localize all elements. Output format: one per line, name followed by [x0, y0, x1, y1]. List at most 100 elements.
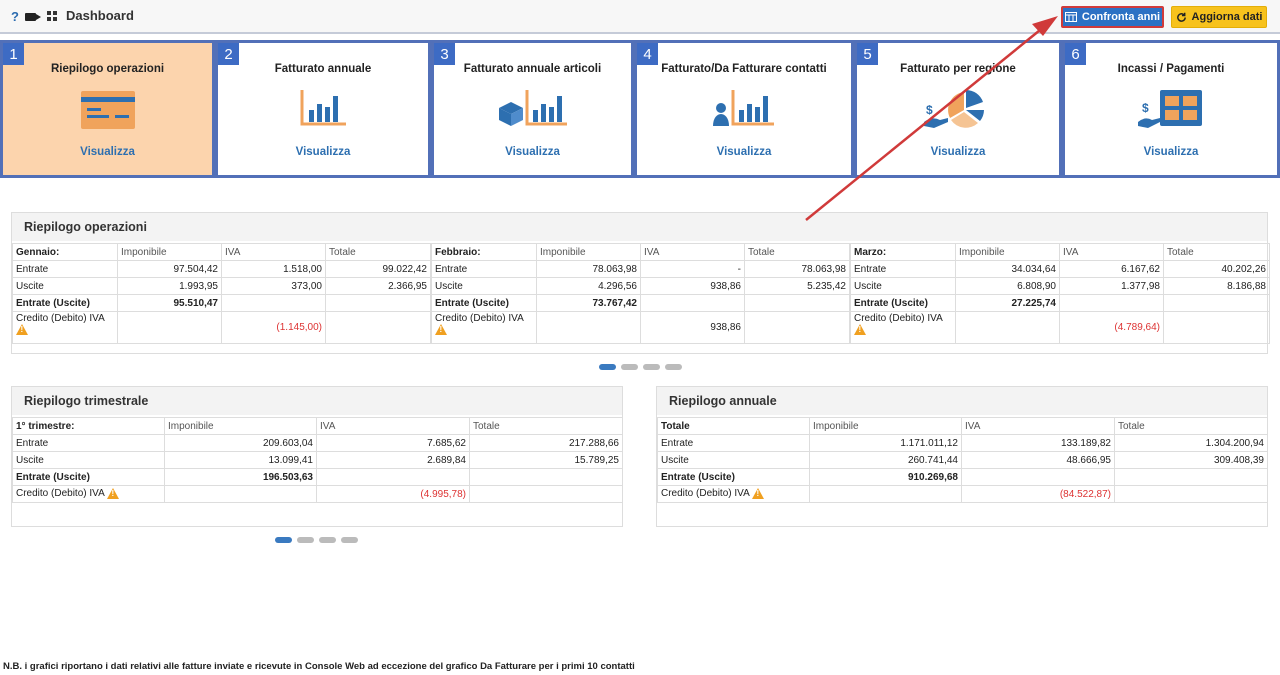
- cell: 13.099,41: [164, 451, 317, 469]
- cell: 48.666,95: [961, 451, 1115, 469]
- cell: 95.510,47: [117, 294, 222, 312]
- card-view-link[interactable]: Visualizza: [716, 146, 772, 158]
- carousel-dot[interactable]: [341, 537, 358, 543]
- cell: [955, 311, 1060, 344]
- carousel-dot[interactable]: [665, 364, 682, 370]
- quarterly-table: 1° trimestre: Imponibile IVA Totale Entrate…: [12, 417, 623, 503]
- carousel-dot[interactable]: [297, 537, 314, 543]
- card-view-link[interactable]: Visualizza: [295, 146, 351, 158]
- card-number: 5: [857, 43, 878, 65]
- card-title: Fatturato annuale articoli: [463, 63, 602, 75]
- row-label: Entrate (Uscite): [431, 294, 537, 312]
- col-iva: IVA: [316, 417, 470, 435]
- cell: (4.995,78): [316, 485, 470, 503]
- cell: 910.269,68: [809, 468, 962, 486]
- card-title: Fatturato/Da Fatturare contatti: [661, 63, 827, 75]
- annual-summary-panel: Riepilogo annuale Totale Imponibile IVA Tot…: [656, 386, 1268, 527]
- col-iva: IVA: [221, 243, 326, 261]
- top-bar: ? Dashboard Confronta anni Aggiorna dati: [0, 0, 1280, 34]
- row-label: Credito (Debito) IVA: [16, 313, 105, 324]
- card-view-link[interactable]: Visualizza: [80, 146, 135, 158]
- cell: 4.296,56: [536, 277, 641, 295]
- svg-text:$: $: [926, 103, 933, 117]
- cell: 40.202,26: [1163, 260, 1270, 278]
- cell: 938,86: [640, 277, 745, 295]
- dashboard-cards: 1 Riepilogo operazioni Visualizza 2 Fatt…: [0, 40, 1280, 180]
- cell: 6.167,62: [1059, 260, 1164, 278]
- period-label: Totale: [657, 417, 810, 435]
- month-name: Gennaio:: [12, 243, 118, 261]
- bar-chart-icon: [300, 90, 346, 126]
- card-incassi-pagamenti[interactable]: 6 Incassi / Pagamenti $ Visualizza: [1062, 40, 1280, 178]
- month-name: Febbraio:: [431, 243, 537, 261]
- col-imponibile: Imponibile: [955, 243, 1060, 261]
- credit-card-icon: [80, 91, 135, 129]
- carousel-dot[interactable]: [621, 364, 638, 370]
- compare-years-label: Confronta anni: [1081, 11, 1161, 23]
- row-label: Entrate (Uscite): [850, 294, 956, 312]
- cell: [1114, 485, 1268, 503]
- quarterly-summary-panel: Riepilogo trimestrale 1° trimestre: Impon…: [11, 386, 623, 527]
- card-fatturato-regione[interactable]: 5 Fatturato per regione $ Visualizza: [854, 40, 1062, 178]
- cell: [469, 485, 623, 503]
- cell: 7.685,62: [316, 434, 470, 452]
- cell: 1.993,95: [117, 277, 222, 295]
- cell: 99.022,42: [325, 260, 431, 278]
- credit-cell: Credito (Debito) IVA: [657, 485, 810, 503]
- row-label: Uscite: [12, 277, 118, 295]
- compare-years-button[interactable]: Confronta anni: [1061, 6, 1164, 28]
- col-totale: Totale: [744, 243, 850, 261]
- refresh-data-button[interactable]: Aggiorna dati: [1171, 6, 1267, 28]
- cell: [221, 294, 326, 312]
- period-label: 1° trimestre:: [12, 417, 165, 435]
- cell: 133.189,82: [961, 434, 1115, 452]
- warning-icon[interactable]: [854, 324, 866, 335]
- page-title: Dashboard: [66, 8, 134, 23]
- row-label: Credito (Debito) IVA: [16, 488, 105, 500]
- warning-icon[interactable]: [16, 324, 28, 335]
- carousel-dot[interactable]: [599, 364, 616, 370]
- row-label: Uscite: [12, 451, 165, 469]
- warning-icon[interactable]: [751, 488, 764, 500]
- row-label: Uscite: [431, 277, 537, 295]
- cell: 373,00: [221, 277, 326, 295]
- card-title: Fatturato annuale: [274, 63, 372, 75]
- payments-icon: $: [1138, 90, 1202, 128]
- credit-cell: Credito (Debito) IVA: [12, 485, 165, 503]
- row-label: Credito (Debito) IVA: [854, 313, 943, 324]
- warning-icon[interactable]: [435, 324, 447, 335]
- carousel-dot[interactable]: [319, 537, 336, 543]
- month-name: Marzo:: [850, 243, 956, 261]
- pie-chart-icon: $: [924, 89, 984, 128]
- annual-table: Totale Imponibile IVA Totale Entrate 1.171.0…: [657, 417, 1268, 503]
- cell: [1059, 294, 1164, 312]
- cell: [536, 311, 641, 344]
- row-label: Entrate (Uscite): [657, 468, 810, 486]
- cell: 209.603,04: [164, 434, 317, 452]
- carousel-dots-quarterly: [275, 537, 358, 543]
- question-icon[interactable]: ?: [11, 9, 19, 24]
- warning-icon[interactable]: [106, 488, 119, 500]
- card-fatturato-annuale[interactable]: 2 Fatturato annuale Visualizza: [215, 40, 431, 178]
- cell: [325, 294, 431, 312]
- cell: 78.063,98: [744, 260, 850, 278]
- carousel-dot[interactable]: [275, 537, 292, 543]
- card-fatturato-contatti[interactable]: 4 Fatturato/Da Fatturare contatti Visual…: [634, 40, 854, 178]
- cell: 196.503,63: [164, 468, 317, 486]
- card-fatturato-articoli[interactable]: 3 Fatturato annuale articoli Visualizza: [431, 40, 634, 178]
- cell: 97.504,42: [117, 260, 222, 278]
- video-camera-icon[interactable]: [25, 13, 41, 21]
- col-imponibile: Imponibile: [809, 417, 962, 435]
- svg-text:$: $: [1142, 101, 1149, 115]
- cell: [640, 294, 745, 312]
- card-view-link[interactable]: Visualizza: [930, 146, 986, 158]
- card-view-link[interactable]: Visualizza: [505, 146, 560, 158]
- cell: 5.235,42: [744, 277, 850, 295]
- carousel-dot[interactable]: [643, 364, 660, 370]
- card-view-link[interactable]: Visualizza: [1143, 146, 1199, 158]
- row-label: Entrate: [12, 434, 165, 452]
- cell: 15.789,25: [469, 451, 623, 469]
- credit-cell: Credito (Debito) IVA: [850, 311, 956, 344]
- grid-icon[interactable]: [47, 11, 57, 21]
- card-riepilogo-operazioni[interactable]: 1 Riepilogo operazioni Visualizza: [0, 40, 215, 178]
